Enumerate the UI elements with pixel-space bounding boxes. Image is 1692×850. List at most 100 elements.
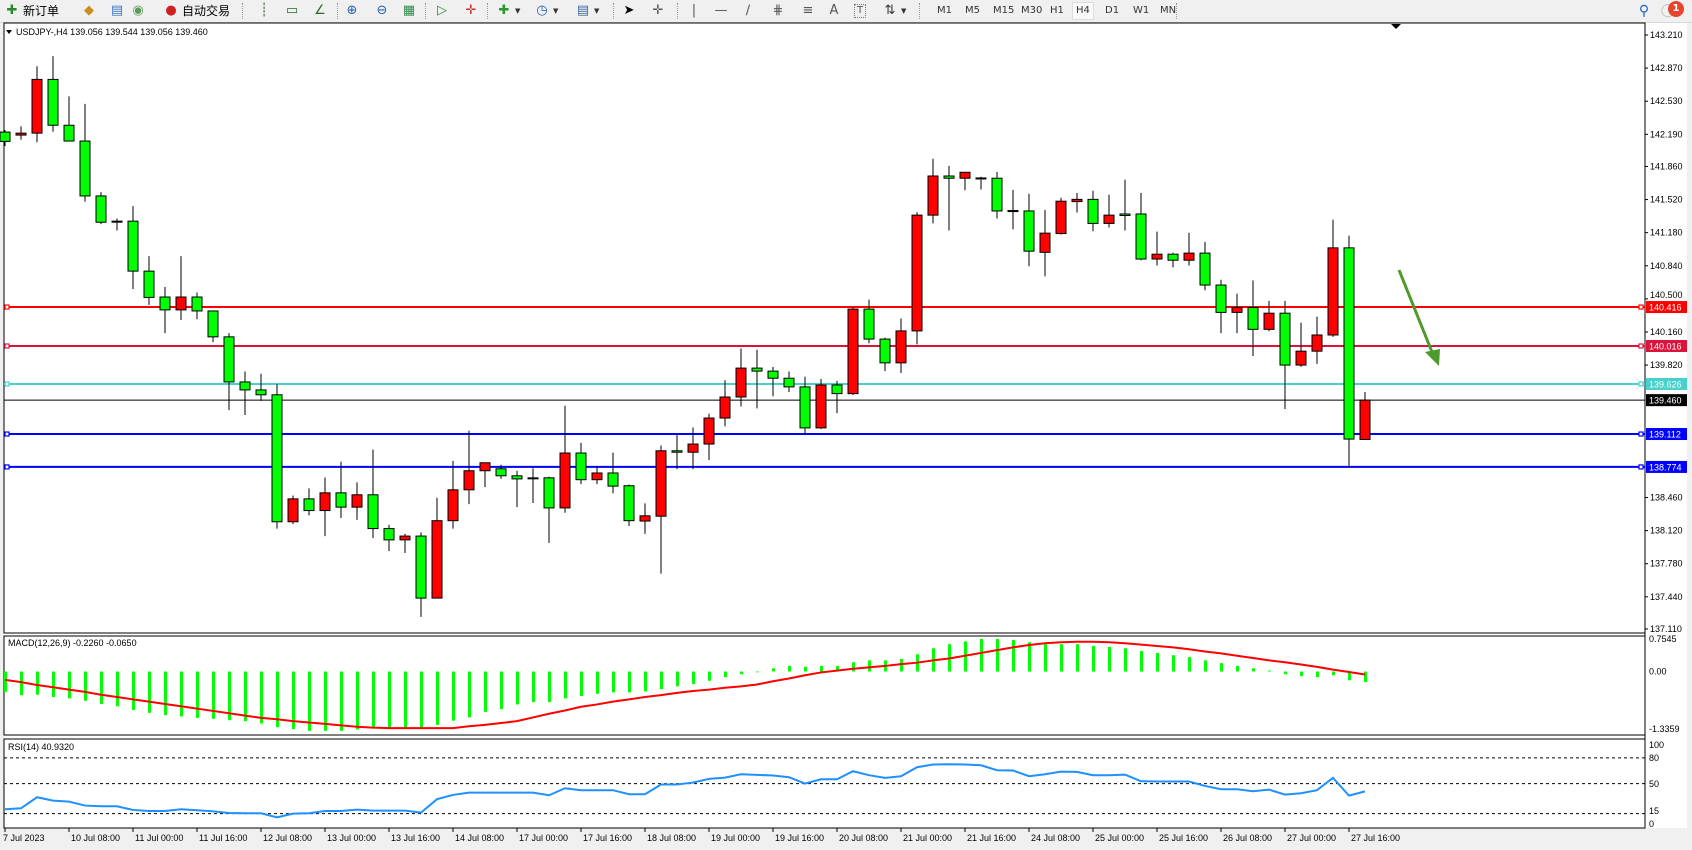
candle[interactable] [175, 256, 187, 321]
candle[interactable] [335, 461, 347, 519]
candle[interactable] [671, 434, 683, 470]
new-order-button[interactable]: ✚ 新订单 [4, 2, 59, 20]
candle[interactable] [1023, 193, 1035, 267]
candle[interactable] [1167, 252, 1179, 268]
candle[interactable] [1279, 300, 1291, 410]
tile-windows-button[interactable]: ▦ [401, 2, 417, 20]
line-handle-left[interactable] [4, 343, 10, 349]
zoom-in-button[interactable]: ⊕ [344, 2, 360, 20]
candle[interactable] [127, 206, 139, 290]
candle[interactable] [559, 405, 571, 513]
trendline-button[interactable]: ∕ [740, 2, 756, 20]
candle[interactable] [895, 318, 907, 373]
candle[interactable] [47, 56, 59, 132]
line-chart-button[interactable]: ∠ [312, 2, 328, 20]
chart-shift-marker-icon[interactable] [1391, 24, 1401, 29]
candle[interactable] [623, 484, 635, 526]
candle[interactable] [943, 165, 955, 231]
candle[interactable] [303, 488, 315, 516]
candle[interactable] [751, 349, 763, 409]
candle[interactable] [495, 464, 507, 479]
candle[interactable] [463, 430, 475, 505]
candle[interactable] [591, 466, 603, 485]
timeframe-w1-button[interactable]: W1 [1133, 5, 1150, 16]
timeframe-m15-button[interactable]: M15 [993, 5, 1015, 16]
line-handle-left[interactable] [4, 464, 10, 470]
candle[interactable] [975, 176, 987, 190]
horizontal-line-button[interactable]: — [713, 2, 729, 20]
line-handle-left[interactable] [4, 431, 10, 437]
candle[interactable] [1199, 241, 1211, 291]
chart-shift-button[interactable]: ▷ [434, 2, 450, 20]
candle[interactable] [319, 477, 331, 537]
candlestick-button[interactable]: ▭ [284, 2, 300, 20]
candle[interactable] [159, 286, 171, 334]
candle[interactable] [1183, 232, 1195, 266]
candle[interactable] [351, 482, 363, 520]
candle[interactable] [479, 462, 491, 488]
candle[interactable] [143, 256, 155, 305]
candle[interactable] [1151, 231, 1163, 266]
candle[interactable] [383, 524, 395, 552]
vertical-line-button[interactable]: | [686, 2, 702, 20]
templates-button[interactable]: ▤ ▼ [575, 2, 600, 20]
line-handle-left[interactable] [4, 304, 10, 310]
timeframe-mn-button[interactable]: MN [1160, 5, 1177, 16]
candle[interactable] [735, 348, 747, 407]
line-handle-right[interactable] [1638, 343, 1644, 349]
candle[interactable] [223, 333, 235, 411]
candle[interactable] [1103, 194, 1115, 228]
line-handle-left[interactable] [4, 381, 10, 387]
autoscroll-button[interactable]: ✛ [463, 2, 479, 20]
candle[interactable] [1247, 280, 1259, 357]
candle[interactable] [31, 66, 43, 143]
bar-chart-button[interactable]: ┊ [256, 2, 272, 20]
candle[interactable] [79, 103, 91, 202]
candle[interactable] [959, 171, 971, 191]
periods-button[interactable]: ◷ ▼ [534, 2, 558, 20]
candle[interactable] [111, 218, 123, 231]
arrows-button[interactable]: ⇅ ▼ [882, 2, 907, 20]
candle[interactable] [1087, 190, 1099, 232]
candle[interactable] [1071, 192, 1083, 213]
cursor-button[interactable]: ➤ [621, 2, 637, 20]
fibonacci-button[interactable]: ≡ [800, 2, 816, 20]
candle[interactable] [927, 158, 939, 224]
candle[interactable] [1119, 179, 1131, 231]
candle[interactable] [447, 460, 459, 529]
timeframe-m30-button[interactable]: M30 [1021, 5, 1043, 16]
timeframe-h1-button[interactable]: H1 [1050, 5, 1064, 16]
candle[interactable] [415, 532, 427, 617]
candle[interactable] [1343, 235, 1355, 468]
line-handle-right[interactable] [1638, 304, 1644, 310]
candle[interactable] [1039, 209, 1051, 277]
candle[interactable] [1215, 279, 1227, 334]
candle[interactable] [255, 373, 267, 401]
auto-trading-button[interactable]: ● 自动交易 [163, 2, 230, 20]
crosshair-button[interactable]: ✛ [650, 2, 666, 20]
candle[interactable] [95, 192, 107, 225]
collapse-triangle-icon[interactable] [6, 30, 12, 34]
candle[interactable] [1055, 197, 1067, 235]
candle[interactable] [431, 497, 443, 599]
text-button[interactable]: A [826, 2, 842, 20]
candle[interactable] [207, 310, 219, 343]
timeframe-d1-button[interactable]: D1 [1105, 5, 1120, 16]
candle[interactable] [847, 307, 859, 396]
candle[interactable] [1135, 192, 1147, 261]
text-label-button[interactable]: T [854, 2, 866, 20]
candle[interactable] [655, 445, 667, 574]
trend-arrow-shaft[interactable] [1397, 269, 1434, 353]
candle[interactable] [783, 371, 795, 393]
indicators-button[interactable]: ✚ ▼ [496, 2, 521, 20]
candle[interactable] [1359, 391, 1371, 440]
search-button[interactable]: ⚲ [1636, 2, 1652, 20]
candle[interactable] [511, 470, 523, 508]
candle[interactable] [703, 413, 715, 461]
candle[interactable] [527, 468, 539, 503]
candle[interactable] [63, 96, 75, 142]
candle[interactable] [719, 380, 731, 427]
candle[interactable] [1327, 219, 1339, 337]
candle[interactable] [1263, 300, 1275, 332]
